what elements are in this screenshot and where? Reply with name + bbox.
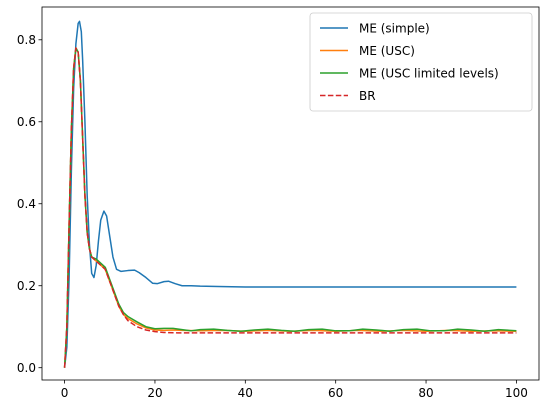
legend: ME (simple) ME (USC) ME (USC limited level… <box>309 12 533 112</box>
series-layer <box>63 20 517 368</box>
x-tick-label: 40 <box>238 386 253 400</box>
series-line-br <box>63 47 517 368</box>
legend-label: ME (USC limited levels) <box>359 66 499 80</box>
y-tick-label: 0.4 <box>17 197 36 211</box>
x-tick-label: 80 <box>418 386 433 400</box>
y-tick-label: 0.8 <box>17 33 36 47</box>
x-tick-label: 100 <box>505 386 528 400</box>
axes-layer: 0 20 40 60 80 100 0.0 0.2 0.4 0.6 0.8 <box>17 33 528 400</box>
x-tick-label: 0 <box>61 386 69 400</box>
series-line-me-simple <box>63 20 517 368</box>
plot-frame <box>41 6 540 381</box>
x-tick-label: 20 <box>147 386 162 400</box>
y-tick-label: 0.6 <box>17 115 36 129</box>
legend-label: ME (simple) <box>359 21 430 35</box>
y-tick-label: 0.0 <box>17 361 36 375</box>
legend-label: ME (USC) <box>359 44 415 58</box>
x-tick-label: 60 <box>328 386 343 400</box>
legend-box <box>309 12 533 112</box>
legend-label: BR <box>359 89 376 103</box>
y-tick-label: 0.2 <box>17 279 36 293</box>
